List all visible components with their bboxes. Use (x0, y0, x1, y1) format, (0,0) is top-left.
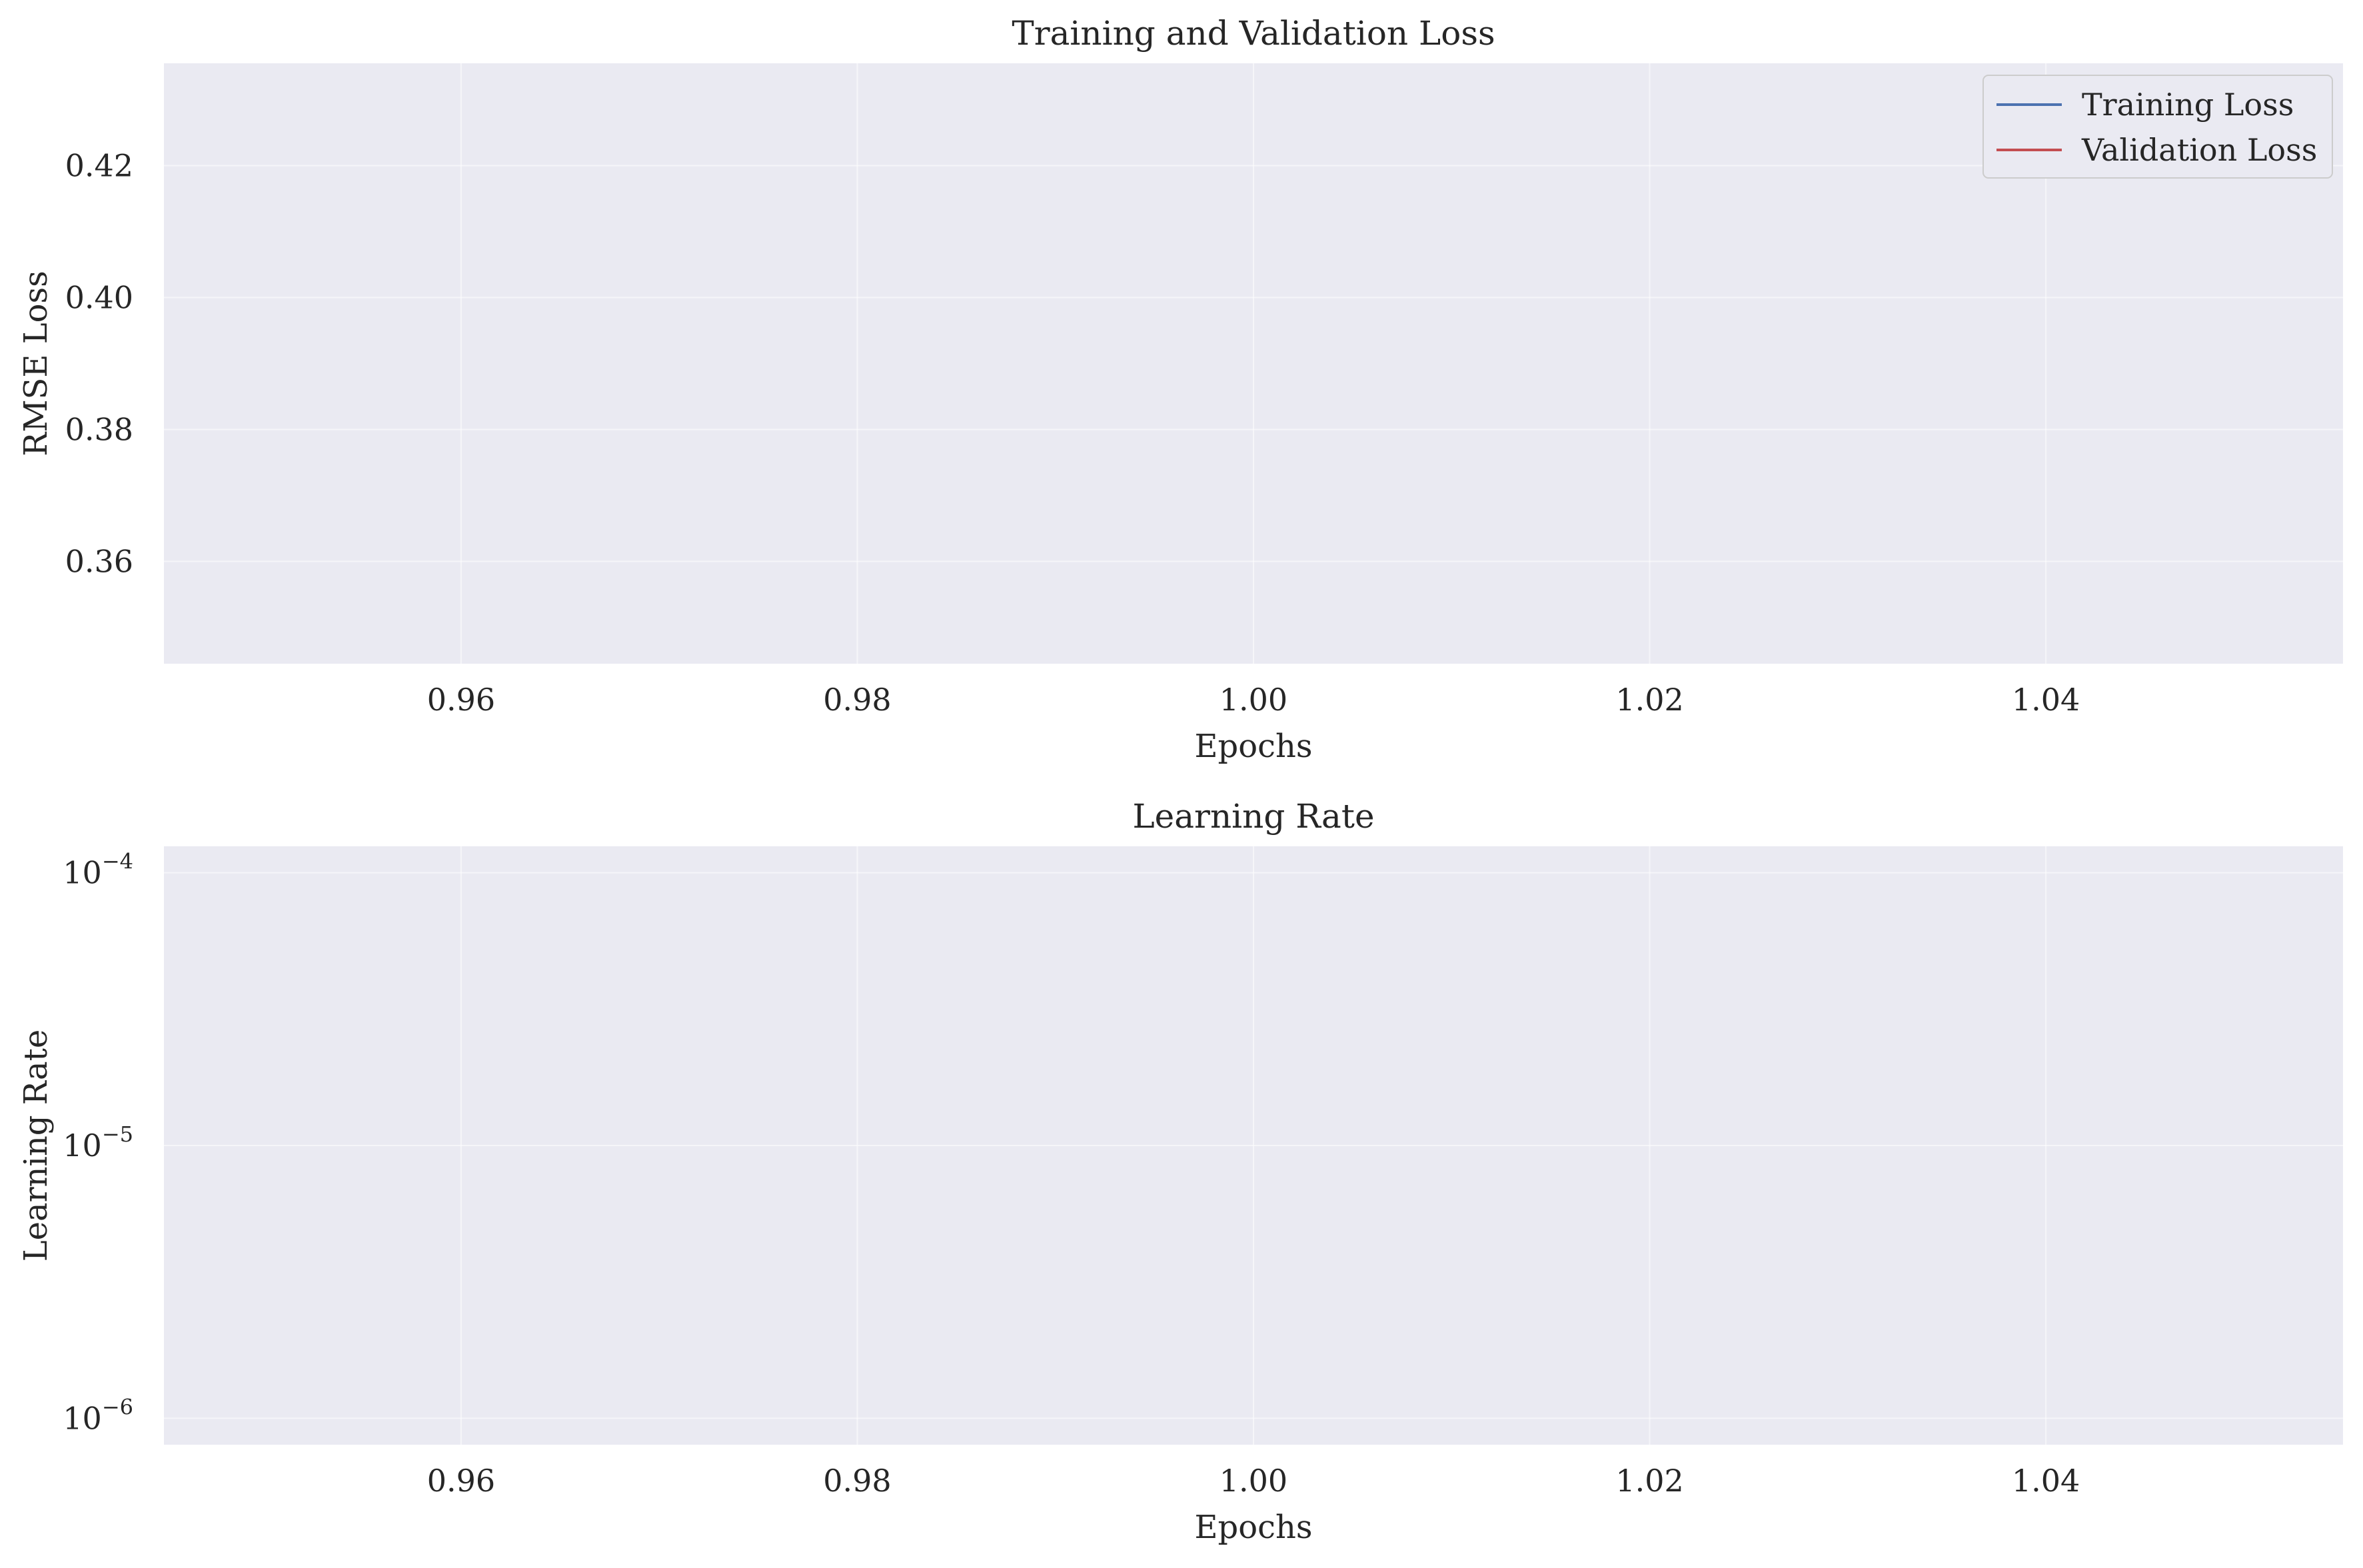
loss-gridlines (164, 63, 2343, 664)
loss-x-ticks: 0.96 0.98 1.00 1.02 1.04 (427, 682, 2080, 718)
learning-rate-x-ticks: 0.96 0.98 1.00 1.02 1.04 (427, 1463, 2080, 1499)
learning-rate-y-tick-label: 10−4 (63, 849, 133, 891)
legend-label-training-loss: Training Loss (2082, 87, 2294, 123)
learning-rate-y-tick-label: 10−5 (63, 1122, 133, 1164)
learning-rate-x-tick-label: 1.00 (1219, 1463, 1287, 1499)
legend-label-validation-loss: Validation Loss (2081, 132, 2317, 168)
learning-rate-x-tick-label: 0.96 (427, 1463, 495, 1499)
loss-y-tick-label: 0.40 (65, 279, 133, 315)
learning-rate-x-tick-label: 0.98 (823, 1463, 891, 1499)
learning-rate-y-tick-label: 10−6 (63, 1394, 133, 1436)
loss-panel: 0.96 0.98 1.00 1.02 1.04 0.36 0.38 0.40 0.42 Tr… (17, 14, 2343, 765)
loss-y-ticks: 0.36 0.38 0.40 0.42 (65, 147, 133, 579)
learning-rate-x-axis-label: Epochs (1194, 1509, 1312, 1546)
loss-chart-title: Training and Validation Loss (1012, 14, 1495, 53)
loss-y-tick-label: 0.38 (65, 412, 133, 448)
learning-rate-y-tick-base: 10 (63, 1400, 102, 1436)
loss-y-tick-label: 0.42 (65, 147, 133, 183)
loss-x-tick-label: 1.00 (1219, 682, 1287, 718)
loss-y-tick-label: 0.36 (65, 544, 133, 580)
loss-x-tick-label: 0.98 (823, 682, 891, 718)
learning-rate-y-tick-exponent: −6 (102, 1394, 133, 1419)
loss-y-axis-label: RMSE Loss (17, 271, 55, 456)
learning-rate-y-tick-base: 10 (63, 1128, 102, 1164)
learning-rate-y-ticks: 10−610−510−4 (63, 849, 133, 1437)
loss-x-tick-label: 0.96 (427, 682, 495, 718)
learning-rate-chart-title: Learning Rate (1132, 797, 1374, 836)
learning-rate-gridlines (164, 846, 2343, 1445)
legend: Training Loss Validation Loss (1982, 75, 2333, 179)
loss-x-axis-label: Epochs (1194, 728, 1312, 765)
learning-rate-y-axis-label: Learning Rate (17, 1030, 55, 1262)
learning-rate-y-tick-exponent: −4 (102, 849, 133, 874)
legend-box (1982, 75, 2333, 179)
learning-rate-x-tick-label: 1.02 (1615, 1463, 1683, 1499)
learning-rate-x-tick-label: 1.04 (2012, 1463, 2080, 1499)
learning-rate-y-tick-base: 10 (63, 855, 102, 891)
loss-x-tick-label: 1.04 (2012, 682, 2080, 718)
learning-rate-y-tick-exponent: −5 (102, 1122, 133, 1147)
loss-x-tick-label: 1.02 (1615, 682, 1683, 718)
learning-rate-panel: 0.96 0.98 1.00 1.02 1.04 10−610−510−4 Learni… (17, 797, 2343, 1546)
